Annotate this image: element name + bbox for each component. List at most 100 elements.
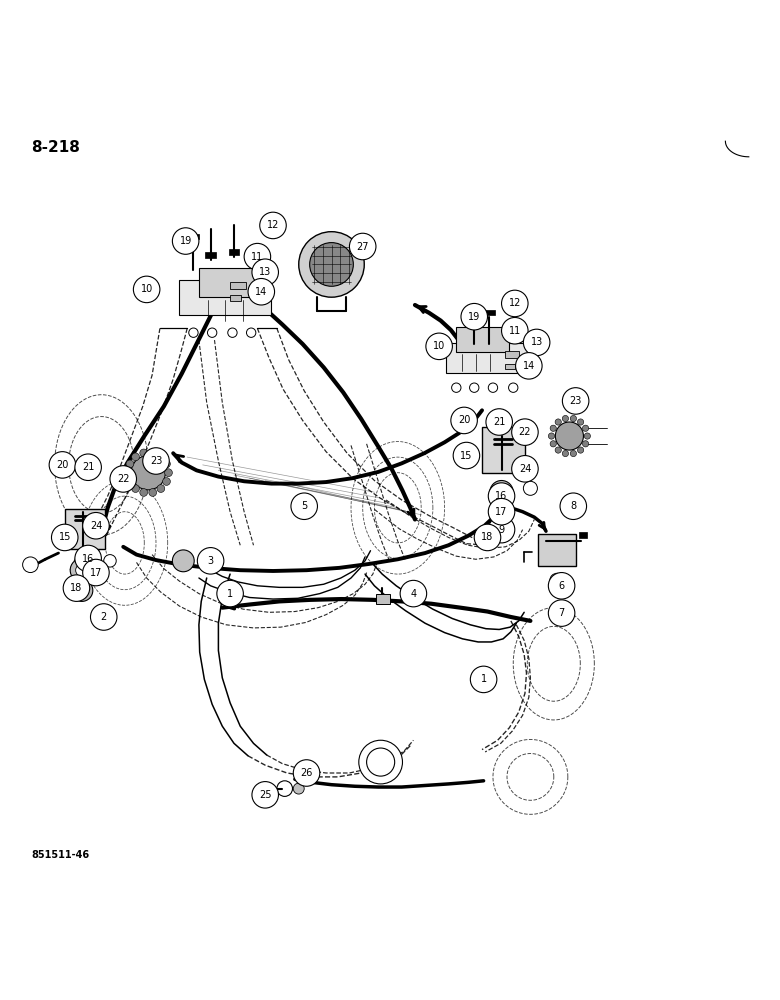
Text: 19: 19 bbox=[179, 236, 192, 246]
Circle shape bbox=[583, 425, 589, 431]
Circle shape bbox=[244, 243, 271, 270]
Bar bbox=[205, 252, 216, 258]
Circle shape bbox=[70, 558, 94, 582]
Circle shape bbox=[75, 454, 101, 481]
Circle shape bbox=[104, 555, 116, 567]
Circle shape bbox=[560, 493, 587, 520]
Text: 17: 17 bbox=[90, 568, 102, 578]
Bar bbox=[230, 282, 246, 289]
Circle shape bbox=[502, 317, 528, 344]
Text: 22: 22 bbox=[117, 474, 129, 484]
Circle shape bbox=[516, 353, 542, 379]
Circle shape bbox=[577, 447, 583, 453]
Circle shape bbox=[349, 233, 376, 260]
Text: 12: 12 bbox=[509, 298, 521, 308]
Text: 13: 13 bbox=[259, 267, 271, 277]
Bar bbox=[505, 364, 515, 369]
Circle shape bbox=[488, 383, 498, 392]
Text: 3: 3 bbox=[207, 556, 214, 566]
Circle shape bbox=[550, 425, 556, 431]
Text: 23: 23 bbox=[569, 396, 582, 406]
Circle shape bbox=[474, 524, 501, 551]
Bar bbox=[179, 280, 271, 315]
Circle shape bbox=[248, 278, 275, 305]
Circle shape bbox=[207, 328, 217, 337]
Circle shape bbox=[512, 419, 538, 445]
Text: 10: 10 bbox=[140, 284, 153, 294]
Circle shape bbox=[451, 407, 477, 434]
Text: 27: 27 bbox=[356, 242, 369, 252]
Text: 6: 6 bbox=[558, 581, 565, 591]
Circle shape bbox=[502, 290, 528, 317]
Circle shape bbox=[162, 460, 170, 468]
Circle shape bbox=[132, 453, 140, 461]
Circle shape bbox=[490, 481, 513, 504]
Text: 26: 26 bbox=[300, 768, 313, 778]
Text: 7: 7 bbox=[558, 608, 565, 618]
Bar bbox=[376, 594, 390, 604]
Circle shape bbox=[51, 524, 78, 551]
Circle shape bbox=[548, 600, 575, 626]
Text: 851511-46: 851511-46 bbox=[31, 850, 90, 860]
Circle shape bbox=[63, 575, 90, 601]
Circle shape bbox=[277, 781, 292, 796]
Circle shape bbox=[555, 422, 583, 450]
Circle shape bbox=[291, 493, 317, 520]
Circle shape bbox=[252, 782, 278, 808]
Circle shape bbox=[577, 419, 583, 425]
Circle shape bbox=[293, 760, 320, 786]
Circle shape bbox=[165, 469, 172, 477]
Circle shape bbox=[299, 232, 364, 297]
Circle shape bbox=[49, 452, 76, 478]
Text: 15: 15 bbox=[460, 451, 473, 461]
Circle shape bbox=[140, 489, 147, 496]
Bar bbox=[456, 327, 509, 352]
Text: 1: 1 bbox=[227, 589, 233, 599]
Circle shape bbox=[75, 545, 101, 572]
Text: 14: 14 bbox=[255, 287, 268, 297]
Text: 24: 24 bbox=[519, 464, 531, 474]
Circle shape bbox=[246, 328, 256, 337]
Text: 8: 8 bbox=[570, 501, 576, 511]
Circle shape bbox=[143, 448, 169, 474]
Circle shape bbox=[583, 441, 589, 447]
Circle shape bbox=[548, 573, 575, 599]
Text: 22: 22 bbox=[519, 427, 531, 437]
Circle shape bbox=[124, 469, 132, 477]
Circle shape bbox=[140, 449, 147, 457]
Circle shape bbox=[562, 388, 589, 414]
Bar bbox=[469, 313, 480, 317]
Circle shape bbox=[110, 466, 136, 492]
Bar bbox=[199, 268, 257, 297]
Circle shape bbox=[162, 478, 170, 485]
Bar bbox=[505, 351, 519, 358]
Circle shape bbox=[570, 415, 576, 422]
Text: 18: 18 bbox=[70, 583, 83, 593]
Circle shape bbox=[461, 303, 488, 330]
Circle shape bbox=[131, 456, 165, 490]
Circle shape bbox=[359, 740, 402, 784]
Text: 21: 21 bbox=[493, 417, 505, 427]
Text: 19: 19 bbox=[468, 312, 480, 322]
Text: 25: 25 bbox=[259, 790, 271, 800]
Bar bbox=[482, 427, 525, 473]
Text: 1: 1 bbox=[480, 674, 487, 684]
Text: 23: 23 bbox=[150, 456, 162, 466]
Text: 5: 5 bbox=[301, 501, 307, 511]
Bar bbox=[230, 295, 241, 301]
Circle shape bbox=[453, 442, 480, 469]
Circle shape bbox=[149, 489, 157, 496]
Text: 2: 2 bbox=[101, 612, 107, 622]
Circle shape bbox=[523, 481, 537, 495]
Text: 24: 24 bbox=[90, 521, 102, 531]
Circle shape bbox=[157, 453, 165, 461]
Circle shape bbox=[83, 559, 109, 586]
Bar bbox=[579, 532, 587, 538]
Circle shape bbox=[584, 433, 590, 439]
Circle shape bbox=[157, 485, 165, 492]
Circle shape bbox=[509, 383, 518, 392]
Circle shape bbox=[452, 383, 461, 392]
Circle shape bbox=[523, 329, 550, 356]
Text: 8-218: 8-218 bbox=[31, 140, 80, 155]
Text: 20: 20 bbox=[458, 415, 470, 425]
